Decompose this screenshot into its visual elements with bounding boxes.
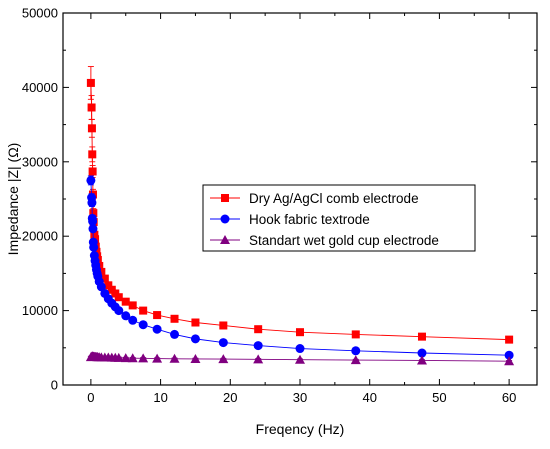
- data-point: [190, 353, 201, 363]
- data-point: [86, 78, 95, 87]
- y-tick-label: 20000: [22, 229, 58, 244]
- data-point: [114, 306, 124, 316]
- series-3: [85, 351, 515, 366]
- data-point: [89, 242, 99, 252]
- data-point: [219, 321, 228, 330]
- y-tick-label: 50000: [22, 6, 58, 21]
- data-point: [138, 353, 149, 363]
- data-point: [170, 329, 180, 339]
- y-tick-label: 0: [51, 378, 58, 393]
- data-point: [351, 346, 361, 356]
- data-point: [505, 335, 514, 344]
- data-point: [88, 216, 98, 226]
- data-point: [86, 175, 96, 185]
- x-tick-label: 10: [153, 390, 167, 405]
- legend-marker: [220, 235, 230, 244]
- series-2: [86, 175, 514, 360]
- data-point: [169, 353, 180, 363]
- data-point: [351, 330, 360, 339]
- data-point: [121, 311, 131, 321]
- legend-entry-3: Standart wet gold cup electrode: [210, 233, 439, 248]
- data-point: [296, 328, 304, 337]
- data-point: [87, 198, 97, 208]
- data-point: [350, 355, 361, 365]
- data-point: [153, 311, 162, 320]
- data-point: [90, 230, 99, 239]
- legend-marker: [220, 214, 230, 224]
- y-tick-label: 40000: [22, 80, 58, 95]
- legend-label: Dry Ag/AgCl comb electrode: [249, 191, 419, 206]
- data-point: [87, 124, 96, 133]
- data-point: [128, 315, 138, 325]
- data-point: [139, 306, 148, 315]
- plot-layer: [85, 66, 515, 366]
- data-point: [100, 274, 109, 283]
- data-point: [504, 356, 515, 366]
- data-point: [218, 354, 229, 364]
- y-tick-label: 30000: [22, 154, 58, 169]
- data-point: [295, 344, 305, 354]
- data-point: [104, 281, 113, 290]
- data-point: [87, 103, 96, 112]
- legend-label: Standart wet gold cup electrode: [249, 233, 439, 248]
- data-point: [127, 353, 138, 363]
- legend-entry-2: Hook fabric textrode: [210, 212, 370, 227]
- data-point: [113, 352, 124, 362]
- data-point: [152, 324, 162, 334]
- axes-layer: 0 10 20 30 40 50 60 0 10000 20000 30000 40000 50000 F…: [5, 6, 538, 437]
- legend-marker: [221, 194, 229, 202]
- y-axis-title: Impedance |Z| (Ω): [5, 143, 21, 256]
- x-tick-label: 60: [502, 390, 516, 405]
- data-point: [253, 341, 263, 351]
- x-tick-label: 20: [223, 390, 237, 405]
- data-point: [416, 355, 427, 365]
- data-point: [121, 297, 130, 306]
- data-point: [152, 353, 163, 363]
- data-point: [88, 150, 97, 159]
- legend-label: Hook fabric textrode: [249, 212, 370, 227]
- x-axis-title: Freqency (Hz): [256, 421, 345, 437]
- data-point: [417, 332, 426, 341]
- data-point: [218, 338, 228, 348]
- legend-box: [202, 184, 476, 252]
- legend-entry-1: Dry Ag/AgCl comb electrode: [210, 191, 419, 206]
- data-point: [417, 348, 427, 358]
- legend: Dry Ag/AgCl comb electrode Hook fabric te…: [202, 184, 476, 252]
- data-point: [88, 224, 98, 234]
- data-point: [96, 282, 106, 292]
- x-tick-label: 30: [293, 390, 307, 405]
- data-point: [253, 354, 264, 364]
- x-tick-label: 40: [362, 390, 376, 405]
- data-point: [88, 167, 97, 176]
- data-point: [254, 325, 263, 334]
- data-point: [128, 301, 137, 310]
- x-tick-label: 0: [87, 390, 94, 405]
- data-point: [120, 353, 131, 363]
- data-point: [170, 314, 179, 323]
- data-point: [190, 334, 200, 344]
- data-point: [114, 293, 123, 302]
- y-tick-label: 10000: [22, 303, 58, 318]
- data-point: [295, 354, 305, 364]
- data-point: [89, 209, 98, 218]
- data-point: [138, 320, 148, 330]
- x-tick-label: 50: [432, 390, 446, 405]
- data-point: [191, 318, 200, 327]
- data-point: [504, 350, 514, 360]
